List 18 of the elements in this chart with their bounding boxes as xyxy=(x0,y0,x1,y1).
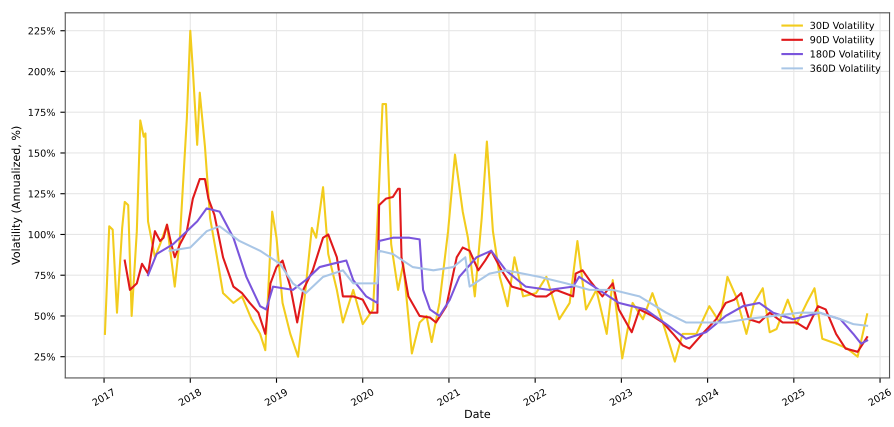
y-axis-title: Volatility (Annualized, %) xyxy=(11,126,22,265)
legend-label: 30D Volatility xyxy=(810,22,874,31)
x-axis-title: Date xyxy=(465,410,490,418)
line-series xyxy=(124,178,868,353)
y-tick-label: 75% xyxy=(34,272,56,280)
y-tick-label: 200% xyxy=(28,68,56,76)
y-tick-label: 225% xyxy=(28,27,56,35)
legend-label: 90D Volatility xyxy=(810,36,874,46)
line-series xyxy=(168,225,868,327)
y-tick-label: 100% xyxy=(28,230,56,238)
y-tick-label: 50% xyxy=(34,312,56,320)
y-tick-label: 25% xyxy=(34,353,56,361)
line-series xyxy=(146,207,868,345)
y-tick-label: 150% xyxy=(28,149,56,157)
y-tick-label: 125% xyxy=(28,190,56,198)
legend-label: 360D Volatility xyxy=(810,64,880,74)
y-tick-label: 175% xyxy=(28,108,56,116)
legend-label: 180D Volatility xyxy=(810,50,880,60)
